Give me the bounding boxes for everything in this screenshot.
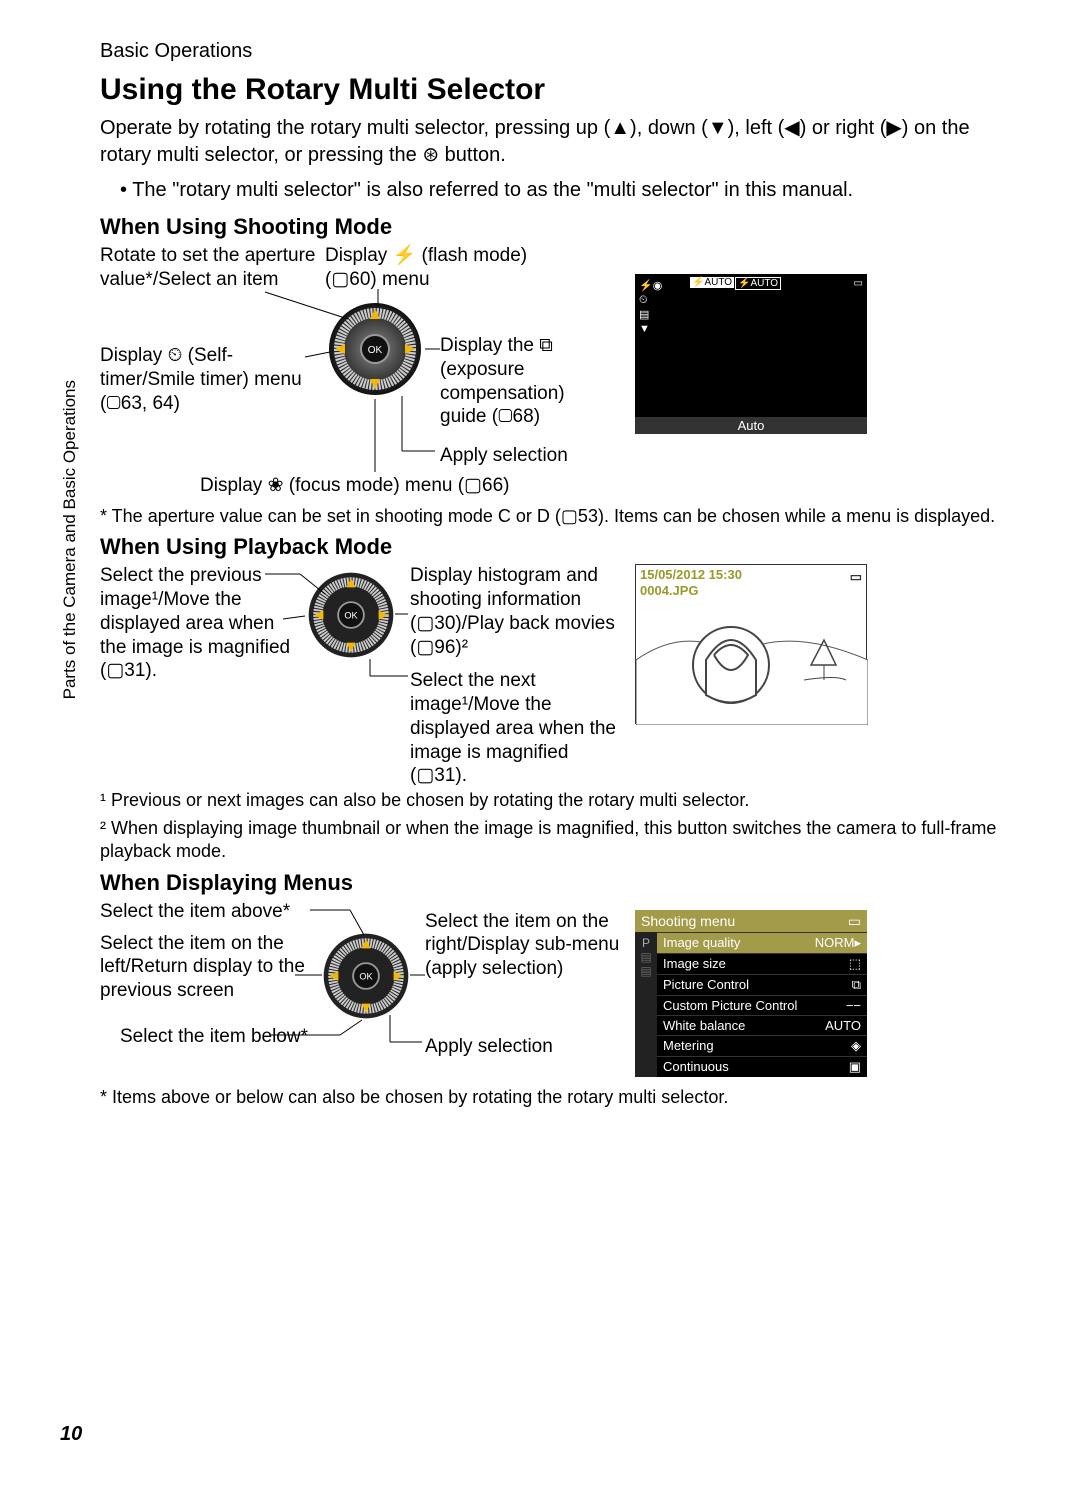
menus-diagram: Select the item above* Select the item o… [100, 900, 1020, 1080]
shooting-lcd: ⚡AUTO ⚡AUTO ▭ ⚡◉⏲▤▼ Auto [635, 274, 867, 434]
bullet-note: • The "rotary multi selector" is also re… [120, 177, 1020, 204]
page-title: Using the Rotary Multi Selector [100, 73, 1020, 107]
leader-lines-menu [100, 900, 640, 1080]
battery-icon: ▭ [854, 278, 863, 289]
menu-row-4: White balanceAUTO [657, 1015, 867, 1035]
leader-lines-pb [100, 564, 640, 784]
leader-lines-shooting [100, 244, 700, 499]
menu-row-2: Picture Control⧉ [657, 974, 867, 995]
menu-row-0: Image qualityNORM▸ [657, 932, 867, 953]
menu-row-1: Image size⬚ [657, 953, 867, 974]
playback-footnote-1: ¹ Previous or next images can also be ch… [100, 789, 1020, 812]
menu-row-5: Metering◈ [657, 1035, 867, 1056]
menus-asterisk-note: * Items above or below can also be chose… [118, 1086, 1020, 1109]
menus-heading: When Displaying Menus [100, 870, 1020, 896]
menu-row-3: Custom Picture Control−− [657, 995, 867, 1015]
menu-side-tabs: P▤▤ [635, 932, 657, 1077]
playback-photo-illustration [636, 565, 868, 725]
section-header: Basic Operations [100, 40, 1020, 63]
shooting-diagram: Rotate to set the aperture value*/Select… [100, 244, 1020, 499]
shooting-aperture-note: * The aperture value can be set in shoot… [118, 505, 1020, 528]
shooting-menu-lcd: Shooting menu▭ P▤▤ Image qualityNORM▸ Im… [635, 910, 867, 1077]
intro-text: Operate by rotating the rotary multi sel… [100, 115, 1020, 169]
menu-row-6: Continuous▣ [657, 1056, 867, 1077]
playback-heading: When Using Playback Mode [100, 534, 1020, 560]
lcd-badge-left: ⚡AUTO [690, 277, 734, 288]
lcd-side-icons: ⚡◉⏲▤▼ [639, 279, 662, 336]
lcd-badge-right: ⚡AUTO [735, 277, 781, 290]
playback-diagram: Select the previous image¹/Move the disp… [100, 564, 1020, 789]
shooting-heading: When Using Shooting Mode [100, 214, 1020, 240]
playback-lcd: 15/05/2012 15:30 0004.JPG NORM⧉ 4/ 132 ▭ [635, 564, 867, 724]
playback-footnote-2: ² When displaying image thumbnail or whe… [100, 817, 1020, 864]
menu-title: Shooting menu▭ [635, 910, 867, 932]
lcd-auto-bar: Auto [635, 417, 867, 434]
chapter-side-label: Parts of the Camera and Basic Operations [60, 380, 80, 699]
page-number: 10 [60, 1423, 82, 1446]
